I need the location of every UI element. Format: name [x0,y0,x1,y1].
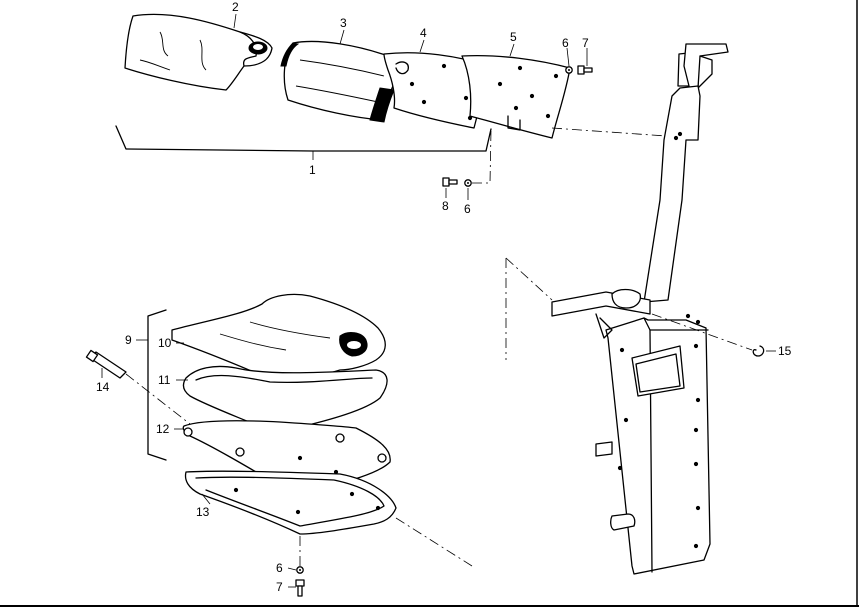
washer-6-top [565,66,573,74]
leader-4 [419,39,425,53]
group-bracket-1 [115,125,492,152]
leader-6-top [566,47,570,67]
leader-13 [201,493,211,505]
seat-post-column [551,43,729,575]
bolt-7-top [577,65,593,75]
callout-7-bottom: 7 [276,580,283,594]
bolt-8 [442,177,458,187]
backrest-pan-part [383,52,491,129]
callout-11: 11 [158,373,171,387]
long-bolt-14 [85,349,127,379]
callout-6-mid: 6 [464,202,471,216]
dashdot-clip-link [651,313,753,351]
dashdot-mid-link [472,129,492,184]
backrest-cushion-part [280,40,402,123]
clip-15 [752,345,765,357]
callout-4: 4 [420,26,427,40]
seat-frame-part [184,470,397,535]
dashdot-bolt-link [125,373,191,425]
washer-6-mid [464,179,472,187]
dashdot-top-link [551,127,667,137]
dashdot-seat-link-upper [505,257,553,301]
callout-10: 10 [158,336,172,350]
leader-5 [509,43,515,57]
callout-3: 3 [340,16,347,30]
callout-5: 5 [510,30,517,44]
bolt-7-bottom [295,579,305,597]
seat-cover-part [171,293,386,387]
leader-3 [339,29,345,45]
callout-6-bottom: 6 [276,561,283,575]
backrest-cover-part [124,13,273,91]
callout-6-top: 6 [562,36,569,50]
callout-13: 13 [196,505,210,519]
callout-15: 15 [778,344,792,358]
callout-12: 12 [156,422,170,436]
dashdot-seat-link-lower [395,517,473,567]
backrest-plate-part [461,54,571,139]
callout-1: 1 [309,163,316,177]
group-bracket-9 [147,309,167,461]
washer-6-bottom [296,566,304,574]
seat-cushion-part [182,365,388,439]
callout-8: 8 [442,199,449,213]
leader-2 [233,13,237,29]
callout-9: 9 [125,333,132,347]
leader-6-bottom [287,567,297,571]
callout-14: 14 [96,380,110,394]
callout-2: 2 [232,0,239,14]
callout-7-top: 7 [582,36,589,50]
